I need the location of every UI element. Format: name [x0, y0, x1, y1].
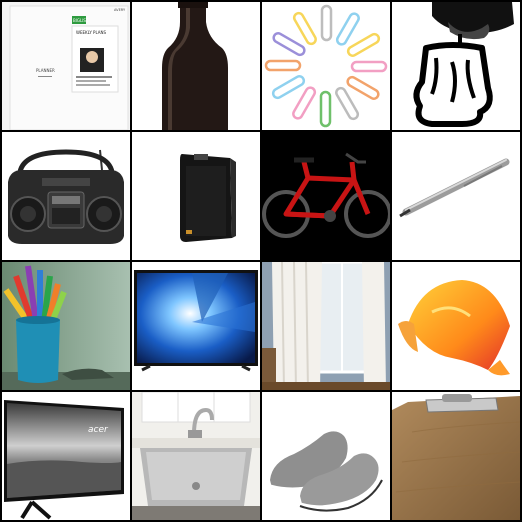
planner-cover-title: WEEKLY PLANS	[76, 30, 107, 35]
boombox-image	[2, 132, 130, 260]
calla-lily-image	[392, 262, 520, 390]
bicycle-image	[262, 132, 390, 260]
melting-candle-image	[392, 2, 520, 130]
paper-clips-image	[262, 2, 390, 130]
planner-side-title: PLANNER	[36, 68, 55, 73]
tile-bicycle[interactable]	[262, 132, 390, 260]
planner-brand-text: AVERY	[114, 8, 126, 12]
speaker-image	[132, 132, 260, 260]
tile-paper-clips[interactable]	[262, 2, 390, 130]
tile-curtains[interactable]	[262, 262, 390, 390]
television-image	[132, 262, 260, 390]
tile-television[interactable]	[132, 262, 260, 390]
planner-book-image: BIGLIST AVERY WEEKLY PLANS PLANNER	[2, 2, 130, 130]
clipboard-image	[392, 392, 520, 520]
tile-melting-candle[interactable]	[392, 2, 520, 130]
colored-pencils-image	[2, 262, 130, 390]
tile-slip-on-shoes[interactable]	[262, 392, 390, 520]
tile-pen[interactable]	[392, 132, 520, 260]
monitor-brand-text: acer	[88, 425, 109, 435]
tile-calla-lily[interactable]	[392, 262, 520, 390]
planner-badge-text: BIGLIST	[73, 18, 89, 23]
tile-colored-pencils[interactable]	[2, 262, 130, 390]
monitor-image: acer	[2, 392, 130, 520]
tile-planner-book[interactable]: BIGLIST AVERY WEEKLY PLANS PLANNER	[2, 2, 130, 130]
tile-clipboard[interactable]	[392, 392, 520, 520]
bottle-image	[132, 2, 260, 130]
kitchen-sink-image	[132, 392, 260, 520]
tile-bottle[interactable]	[132, 2, 260, 130]
tile-kitchen-sink[interactable]	[132, 392, 260, 520]
curtains-image	[262, 262, 390, 390]
tile-boombox[interactable]	[2, 132, 130, 260]
tile-speaker[interactable]	[132, 132, 260, 260]
tile-monitor[interactable]: acer	[2, 392, 130, 520]
pen-image	[392, 132, 520, 260]
slip-on-shoes-image	[262, 392, 390, 520]
